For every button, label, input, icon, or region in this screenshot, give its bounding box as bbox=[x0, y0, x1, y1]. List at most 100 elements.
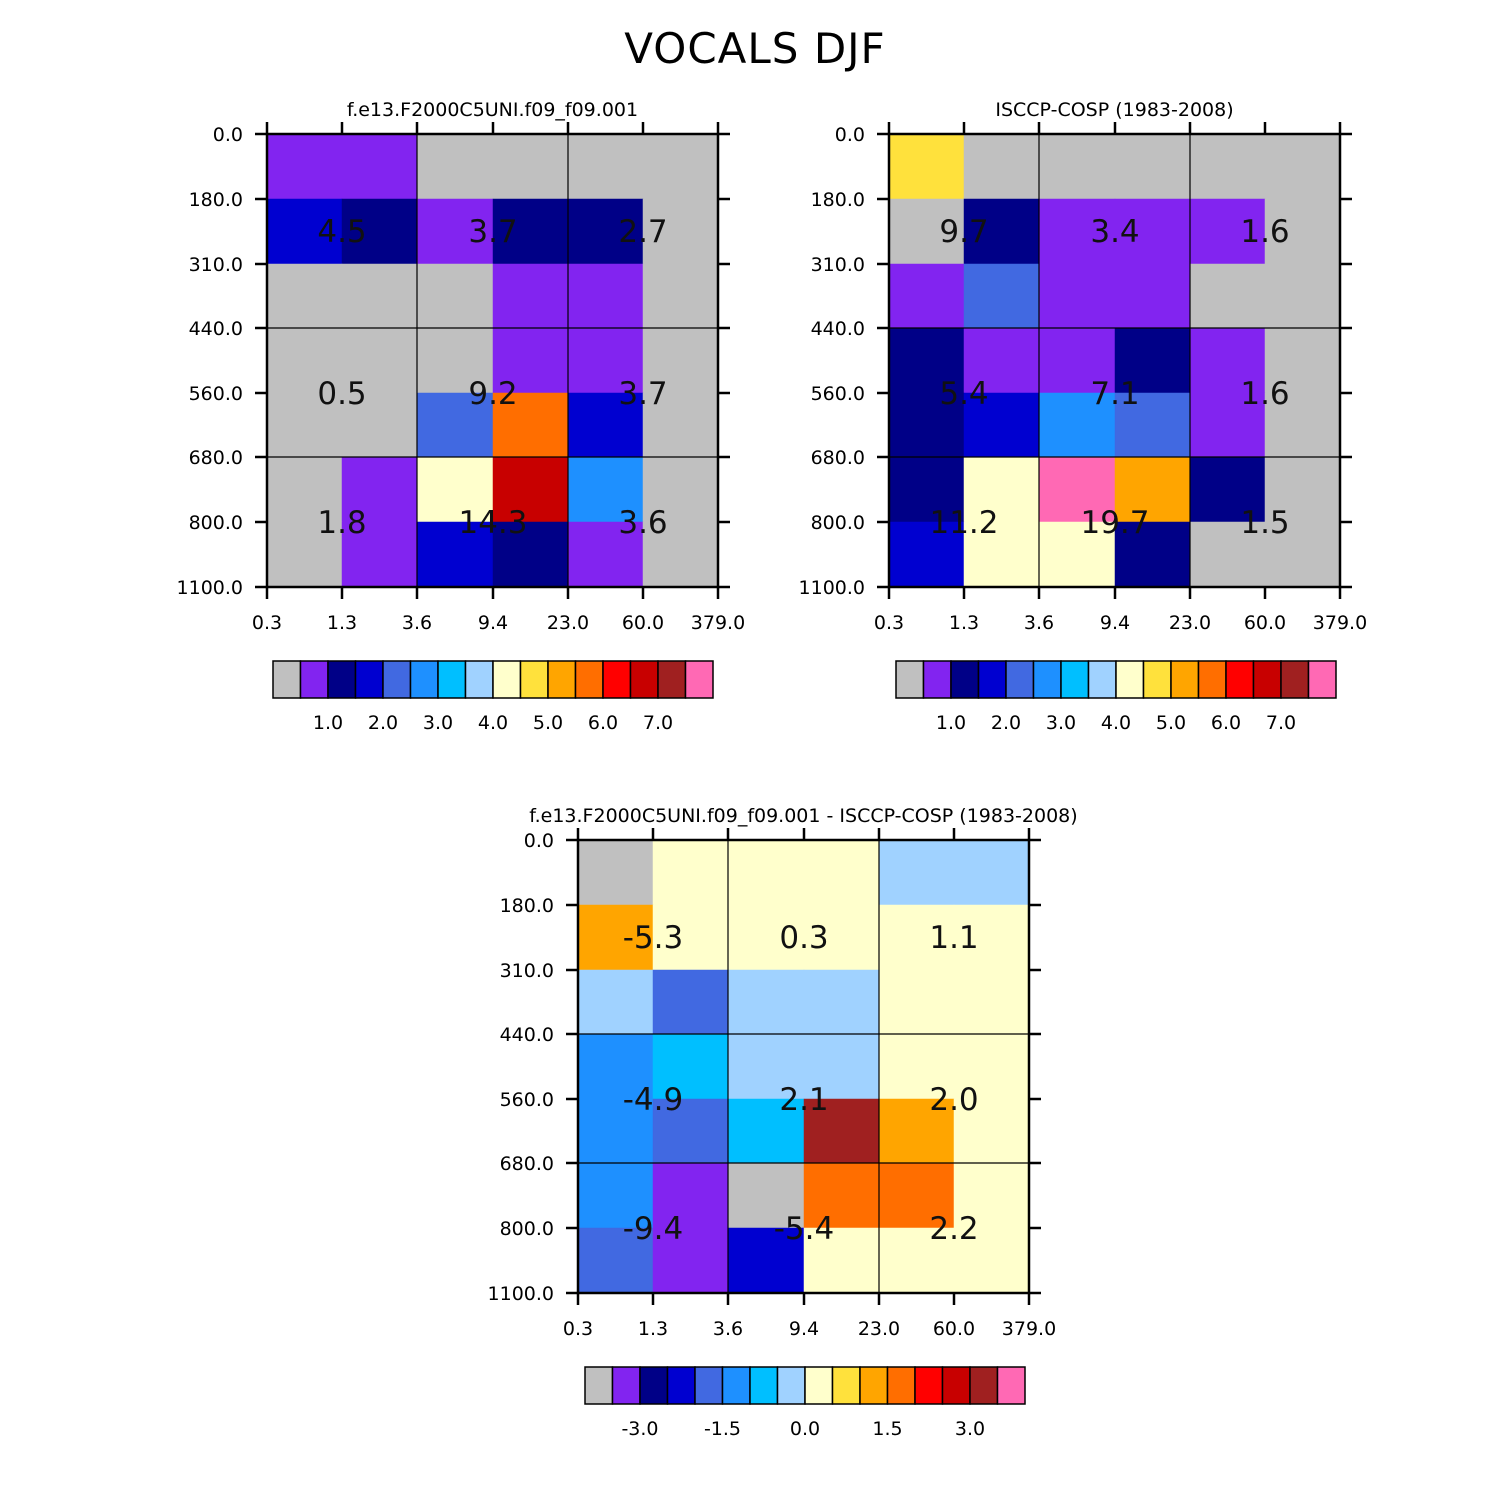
heatmap-cell bbox=[803, 969, 880, 1035]
box-value-label: 3.7 bbox=[618, 376, 667, 412]
colorbar-label: 4.0 bbox=[478, 712, 508, 734]
x-tick-label: 9.4 bbox=[478, 612, 508, 634]
colorbar-swatch bbox=[1032, 660, 1062, 699]
colorbar-swatch bbox=[657, 660, 687, 699]
heatmap-cell bbox=[888, 263, 965, 329]
box-value-label: 14.3 bbox=[458, 505, 527, 541]
colorbar-label: -1.5 bbox=[704, 1418, 741, 1440]
x-tick-label: 3.6 bbox=[402, 612, 432, 634]
heatmap-cell bbox=[1114, 327, 1191, 394]
heatmap-cell bbox=[803, 839, 880, 906]
heatmap-cell bbox=[577, 969, 654, 1035]
colorbar-swatch bbox=[1005, 660, 1035, 699]
x-tick-label: 3.6 bbox=[1024, 612, 1054, 634]
heatmap-cell bbox=[266, 327, 343, 394]
y-tick-label: 440.0 bbox=[189, 318, 243, 340]
heatmap-cell bbox=[1114, 456, 1191, 523]
heatmap-cell bbox=[1189, 521, 1266, 588]
colorbar-swatch bbox=[831, 1366, 861, 1405]
panel-model: f.e13.F2000C5UNI.f09_f09.001 4.5 3.7 2.7 0.5… bbox=[177, 99, 746, 734]
box-value-label: 2.2 bbox=[929, 1211, 978, 1247]
heatmap-cell bbox=[567, 263, 644, 329]
colorbar-swatch bbox=[721, 1366, 751, 1405]
heatmap-cell bbox=[888, 133, 965, 200]
heatmap-cell bbox=[1264, 327, 1341, 394]
heatmap-cell bbox=[652, 1033, 729, 1100]
colorbar-swatch bbox=[437, 660, 467, 699]
heatmap-cell bbox=[1264, 392, 1341, 458]
heatmap-cell bbox=[963, 392, 1040, 458]
heatmap-cell bbox=[1264, 456, 1341, 523]
colorbar-swatch bbox=[382, 660, 412, 699]
heatmap-cell bbox=[888, 198, 965, 265]
heatmap-cell bbox=[1038, 263, 1116, 329]
colorbar-label: 1.0 bbox=[313, 712, 343, 734]
heatmap-cell bbox=[652, 1098, 729, 1164]
colorbar-swatch bbox=[1170, 660, 1200, 699]
heatmap-cell bbox=[577, 1227, 654, 1294]
colorbar-swatch bbox=[519, 660, 549, 699]
colorbar-swatch bbox=[886, 1366, 916, 1405]
colorbar-swatch bbox=[1087, 660, 1117, 699]
heatmap-cell bbox=[963, 198, 1040, 265]
colorbar-label: 5.0 bbox=[1156, 712, 1186, 734]
heatmap-cell bbox=[266, 198, 343, 265]
colorbar-swatch bbox=[895, 660, 925, 699]
heatmap-cell bbox=[878, 1162, 955, 1229]
box-value-label: 4.5 bbox=[317, 214, 366, 250]
heatmap-cell bbox=[341, 327, 418, 394]
heatmap-cell bbox=[727, 1162, 805, 1229]
y-tick-label: 680.0 bbox=[500, 1153, 554, 1175]
heatmap-cell bbox=[1038, 456, 1116, 523]
heatmap-cell bbox=[416, 392, 494, 458]
x-tick-label: 60.0 bbox=[933, 1318, 975, 1340]
colorbar-swatch bbox=[684, 660, 714, 699]
heatmap-cell bbox=[1114, 133, 1191, 200]
colorbar-swatch bbox=[666, 1366, 696, 1405]
x-tick-label: 23.0 bbox=[1169, 612, 1211, 634]
box-value-label: 1.1 bbox=[929, 920, 978, 956]
heatmap-cell bbox=[1038, 198, 1116, 265]
heatmap-cell bbox=[266, 392, 343, 458]
colorbar-swatch bbox=[584, 1366, 614, 1405]
x-tick-label: 0.3 bbox=[563, 1318, 593, 1340]
panel-title: ISCCP-COSP (1983-2008) bbox=[995, 99, 1233, 121]
y-tick-label: 310.0 bbox=[189, 254, 243, 276]
figure-title: VOCALS DJF bbox=[624, 24, 886, 73]
x-tick-label: 0.3 bbox=[252, 612, 282, 634]
heatmap-cell bbox=[652, 1227, 729, 1294]
colorbar-label: 1.5 bbox=[872, 1418, 902, 1440]
heatmap-cell bbox=[567, 392, 644, 458]
heatmap-cell bbox=[1189, 263, 1266, 329]
heatmap-cell bbox=[878, 1098, 955, 1164]
heatmap-cell bbox=[492, 133, 569, 200]
heatmap-cell bbox=[341, 263, 418, 329]
colorbar-swatch bbox=[1115, 660, 1145, 699]
colorbar-label: 3.0 bbox=[1046, 712, 1076, 734]
colorbar-swatch bbox=[1280, 660, 1310, 699]
x-tick-label: 1.3 bbox=[327, 612, 357, 634]
colorbar-swatch bbox=[776, 1366, 806, 1405]
y-tick-label: 0.0 bbox=[835, 124, 865, 146]
y-tick-label: 310.0 bbox=[811, 254, 865, 276]
heatmap-cell bbox=[727, 969, 805, 1035]
x-tick-label: 60.0 bbox=[1244, 612, 1286, 634]
heatmap-cell bbox=[727, 1098, 805, 1164]
heatmap-cell bbox=[1264, 198, 1341, 265]
colorbar-label: 1.0 bbox=[936, 712, 966, 734]
heatmap-cell bbox=[1038, 327, 1116, 394]
heatmap-cell bbox=[416, 456, 494, 523]
colorbar-swatch bbox=[996, 1366, 1026, 1405]
heatmap-cell bbox=[878, 969, 955, 1035]
colorbar-swatch bbox=[1142, 660, 1172, 699]
x-tick-label: 23.0 bbox=[547, 612, 589, 634]
panel-observations: ISCCP-COSP (1983-2008) 9.7 3.4 1.6 5.4 7.1 1.6… bbox=[799, 99, 1368, 734]
heatmap-cell bbox=[963, 327, 1040, 394]
colorbar-swatch bbox=[969, 1366, 999, 1405]
y-tick-label: 180.0 bbox=[500, 895, 554, 917]
colorbar-swatch bbox=[611, 1366, 641, 1405]
heatmap-cell bbox=[652, 1162, 729, 1229]
box-value-label: 0.5 bbox=[317, 376, 366, 412]
heatmap-cell bbox=[1189, 392, 1266, 458]
heatmap-cell bbox=[888, 521, 965, 588]
